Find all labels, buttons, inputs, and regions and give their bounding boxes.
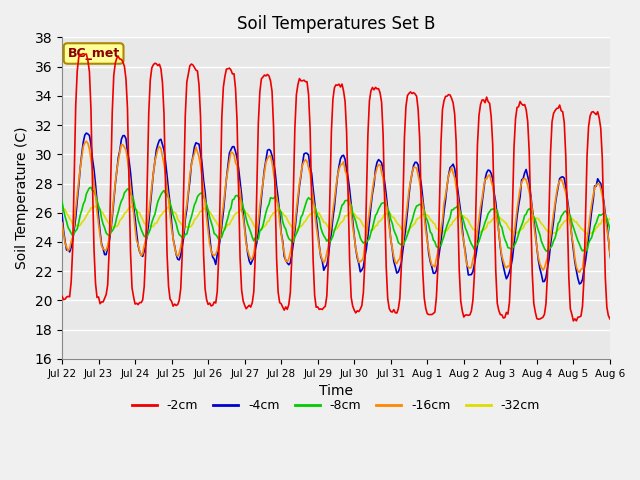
-16cm: [58, 220, 66, 226]
-8cm: [98, 216, 106, 221]
-2cm: [78, 51, 86, 57]
Text: BC_met: BC_met: [67, 47, 120, 60]
-16cm: [78, 154, 86, 160]
Line: -2cm: -2cm: [62, 54, 640, 321]
Y-axis label: Soil Temperature (C): Soil Temperature (C): [15, 127, 29, 269]
-8cm: [475, 239, 483, 244]
Line: -16cm: -16cm: [62, 141, 640, 273]
-2cm: [562, 152, 570, 158]
-8cm: [58, 199, 66, 204]
-8cm: [360, 240, 367, 246]
-4cm: [360, 264, 367, 270]
-8cm: [87, 184, 95, 190]
-16cm: [562, 190, 570, 196]
Legend: -2cm, -4cm, -8cm, -16cm, -32cm: -2cm, -4cm, -8cm, -16cm, -32cm: [127, 394, 545, 417]
-4cm: [78, 151, 86, 156]
-4cm: [83, 130, 90, 136]
-4cm: [475, 227, 483, 233]
-32cm: [98, 209, 106, 215]
-2cm: [79, 51, 87, 57]
-2cm: [58, 293, 66, 299]
-32cm: [90, 204, 98, 209]
-32cm: [78, 219, 86, 225]
-2cm: [360, 290, 367, 296]
-4cm: [562, 184, 570, 190]
-32cm: [562, 218, 570, 224]
-32cm: [623, 231, 630, 237]
Title: Soil Temperatures Set B: Soil Temperatures Set B: [237, 15, 435, 33]
Line: -4cm: -4cm: [62, 133, 640, 287]
-8cm: [562, 208, 570, 214]
-2cm: [98, 299, 106, 305]
-8cm: [617, 250, 625, 256]
-2cm: [475, 112, 483, 118]
-8cm: [78, 207, 86, 213]
-16cm: [360, 255, 367, 261]
-16cm: [475, 217, 483, 223]
-32cm: [475, 230, 483, 236]
-16cm: [98, 243, 106, 249]
Line: -32cm: -32cm: [62, 206, 640, 234]
-16cm: [612, 270, 620, 276]
Line: -8cm: -8cm: [62, 187, 640, 253]
-16cm: [83, 138, 90, 144]
-32cm: [58, 205, 66, 211]
X-axis label: Time: Time: [319, 384, 353, 398]
-32cm: [360, 223, 367, 229]
-2cm: [570, 318, 577, 324]
-4cm: [612, 284, 620, 289]
-4cm: [98, 241, 106, 247]
-4cm: [58, 211, 66, 217]
